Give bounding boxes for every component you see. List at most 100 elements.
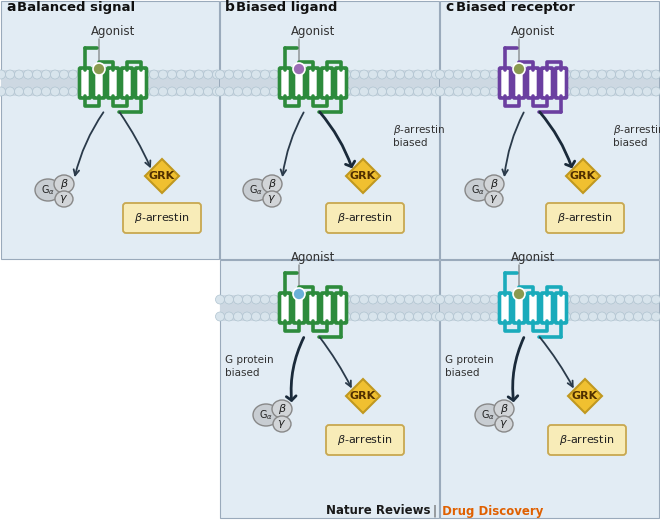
Circle shape xyxy=(24,87,32,96)
Circle shape xyxy=(86,87,96,96)
FancyBboxPatch shape xyxy=(440,1,659,259)
Circle shape xyxy=(490,70,498,79)
FancyBboxPatch shape xyxy=(135,68,147,98)
Circle shape xyxy=(387,295,395,304)
Text: G$_\alpha$: G$_\alpha$ xyxy=(259,408,273,422)
Polygon shape xyxy=(145,159,179,193)
Text: Agonist: Agonist xyxy=(291,252,335,265)
Circle shape xyxy=(525,295,535,304)
Circle shape xyxy=(432,70,440,79)
Circle shape xyxy=(360,312,368,321)
Text: biased: biased xyxy=(225,368,259,378)
Circle shape xyxy=(624,295,634,304)
Circle shape xyxy=(216,87,224,96)
Circle shape xyxy=(224,70,234,79)
Circle shape xyxy=(306,312,315,321)
Circle shape xyxy=(242,70,251,79)
Circle shape xyxy=(651,312,660,321)
Circle shape xyxy=(234,312,242,321)
Circle shape xyxy=(405,312,414,321)
Circle shape xyxy=(288,295,296,304)
Circle shape xyxy=(562,87,570,96)
Circle shape xyxy=(543,87,552,96)
Circle shape xyxy=(517,295,525,304)
Circle shape xyxy=(0,70,5,79)
Circle shape xyxy=(360,70,368,79)
Circle shape xyxy=(414,312,422,321)
Circle shape xyxy=(141,70,150,79)
Circle shape xyxy=(651,87,660,96)
Circle shape xyxy=(616,295,624,304)
Text: $\beta$-arrestin: $\beta$-arrestin xyxy=(613,123,660,137)
FancyBboxPatch shape xyxy=(308,68,319,98)
Circle shape xyxy=(432,312,440,321)
Ellipse shape xyxy=(253,404,279,426)
Circle shape xyxy=(195,70,203,79)
Circle shape xyxy=(306,295,315,304)
Text: $\beta$-arrestin: $\beta$-arrestin xyxy=(337,211,393,225)
Circle shape xyxy=(131,87,141,96)
FancyBboxPatch shape xyxy=(108,68,119,98)
Circle shape xyxy=(634,312,642,321)
Circle shape xyxy=(288,70,296,79)
Circle shape xyxy=(395,70,405,79)
Circle shape xyxy=(96,87,104,96)
Circle shape xyxy=(436,312,444,321)
Circle shape xyxy=(42,70,51,79)
Text: biased: biased xyxy=(445,368,480,378)
Circle shape xyxy=(69,87,77,96)
FancyBboxPatch shape xyxy=(279,293,290,323)
Circle shape xyxy=(414,295,422,304)
Ellipse shape xyxy=(55,191,73,207)
Circle shape xyxy=(562,312,570,321)
Circle shape xyxy=(323,295,333,304)
Text: GRK: GRK xyxy=(350,171,376,181)
Circle shape xyxy=(168,87,176,96)
Circle shape xyxy=(306,87,315,96)
Circle shape xyxy=(444,295,453,304)
Circle shape xyxy=(24,70,32,79)
FancyBboxPatch shape xyxy=(279,68,290,98)
Ellipse shape xyxy=(485,191,503,207)
Circle shape xyxy=(251,295,261,304)
Circle shape xyxy=(570,70,579,79)
Circle shape xyxy=(589,295,597,304)
Circle shape xyxy=(498,312,508,321)
Circle shape xyxy=(490,312,498,321)
Circle shape xyxy=(634,87,642,96)
Circle shape xyxy=(463,312,471,321)
Circle shape xyxy=(350,70,360,79)
Text: $\beta$-arrestin: $\beta$-arrestin xyxy=(557,211,612,225)
Text: Agonist: Agonist xyxy=(511,252,555,265)
Circle shape xyxy=(579,312,589,321)
Circle shape xyxy=(579,87,589,96)
Circle shape xyxy=(570,87,579,96)
Text: GRK: GRK xyxy=(149,171,175,181)
Text: c: c xyxy=(445,0,453,14)
Circle shape xyxy=(422,312,432,321)
FancyBboxPatch shape xyxy=(1,1,219,259)
Circle shape xyxy=(517,312,525,321)
Text: b: b xyxy=(225,0,235,14)
FancyBboxPatch shape xyxy=(440,260,659,518)
Circle shape xyxy=(535,70,543,79)
FancyBboxPatch shape xyxy=(541,293,552,323)
Circle shape xyxy=(315,70,323,79)
Circle shape xyxy=(535,295,543,304)
Circle shape xyxy=(508,312,517,321)
Circle shape xyxy=(234,70,242,79)
Circle shape xyxy=(123,87,131,96)
Circle shape xyxy=(624,87,634,96)
Circle shape xyxy=(77,87,86,96)
Circle shape xyxy=(269,87,279,96)
Circle shape xyxy=(203,87,213,96)
Circle shape xyxy=(261,295,269,304)
Text: Biased ligand: Biased ligand xyxy=(236,1,337,14)
Circle shape xyxy=(490,295,498,304)
Circle shape xyxy=(360,295,368,304)
Text: GRK: GRK xyxy=(350,391,376,401)
Circle shape xyxy=(216,312,224,321)
Circle shape xyxy=(261,87,269,96)
Circle shape xyxy=(552,312,562,321)
Circle shape xyxy=(387,87,395,96)
